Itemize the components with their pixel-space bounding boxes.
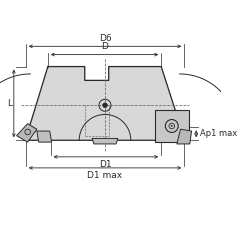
Polygon shape — [92, 138, 118, 144]
Polygon shape — [155, 110, 189, 142]
Polygon shape — [37, 131, 52, 142]
Text: D6: D6 — [99, 34, 111, 43]
Circle shape — [171, 125, 173, 127]
Text: Ap1 max: Ap1 max — [200, 129, 237, 138]
Polygon shape — [177, 129, 192, 144]
Text: D: D — [101, 42, 108, 51]
Text: L: L — [7, 99, 12, 108]
Circle shape — [103, 103, 107, 108]
Text: D1: D1 — [100, 160, 112, 169]
Polygon shape — [26, 66, 184, 140]
Polygon shape — [17, 124, 37, 142]
Text: D1 max: D1 max — [87, 171, 123, 180]
